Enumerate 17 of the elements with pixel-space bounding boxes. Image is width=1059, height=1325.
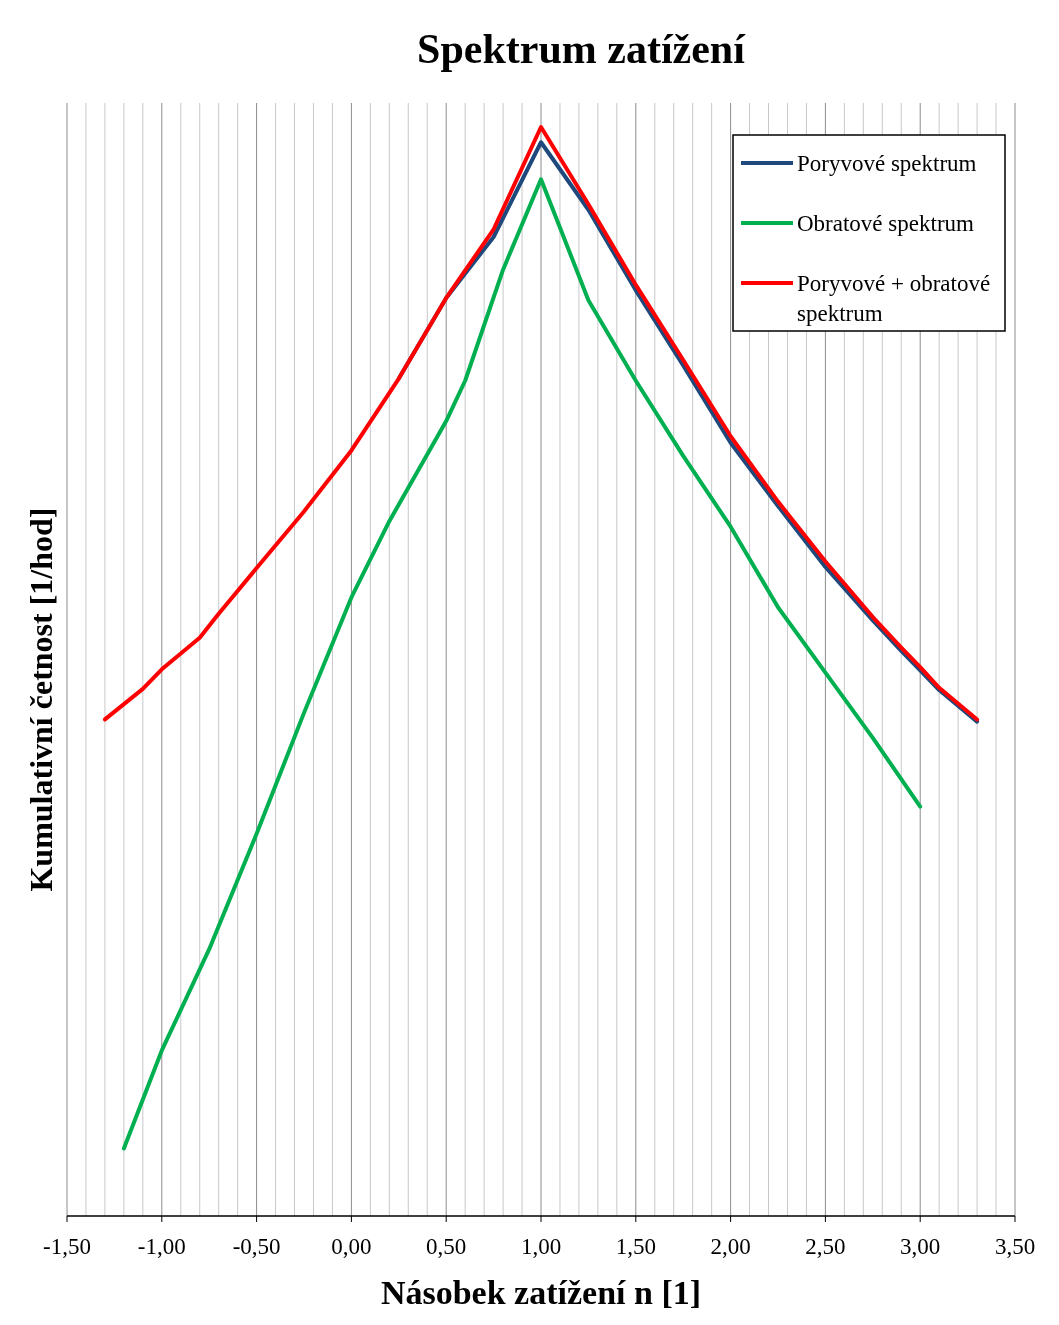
chart-title: Spektrum zatížení [417,26,747,72]
x-tick-label: 0,00 [331,1234,372,1259]
x-tick-label: -0,50 [232,1234,281,1259]
x-tick-label: 1,00 [520,1234,562,1259]
y-axis-title: Kumulativní četnost [1/hod] [23,507,59,892]
legend-label: Obratové spektrum [797,211,975,236]
x-tick-label: 2,50 [805,1234,846,1259]
x-axis-title: Násobek zatížení n [1] [380,1274,702,1311]
x-tick-label: -1,50 [43,1234,91,1259]
x-tick-label: 3,00 [900,1234,941,1259]
x-tick-label: 2,00 [710,1234,751,1259]
x-tick-label: 3,50 [994,1234,1036,1259]
legend-label: Poryvové + obratové spektrum [797,271,991,326]
x-tick-label: 1,50 [615,1234,656,1259]
x-tick-label: 0,50 [426,1234,467,1259]
x-tick-label: -1,00 [137,1234,186,1259]
legend-label: Poryvové spektrum [797,151,977,176]
